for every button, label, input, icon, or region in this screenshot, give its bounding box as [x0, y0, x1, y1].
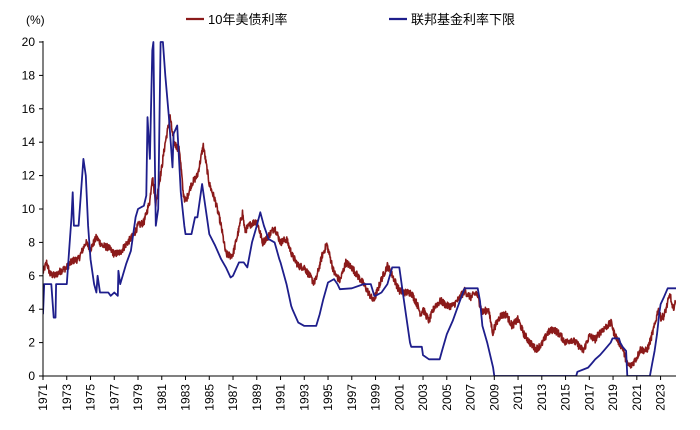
x-tick-label: 1983 [179, 384, 193, 411]
series-line-treasury-10y [43, 114, 676, 369]
y-tick-label: 16 [22, 102, 36, 116]
x-tick-label: 2003 [416, 384, 430, 411]
x-tick-label: 2023 [654, 384, 668, 411]
x-tick-label: 2021 [630, 384, 644, 411]
x-tick-label: 1989 [250, 384, 264, 411]
x-tick-label: 2005 [440, 384, 454, 411]
series-line-fed-funds-lower [43, 41, 676, 376]
x-axis: 1971 1973 1975 1977 1979 1981 1983 1985 1987 1989… [36, 376, 668, 411]
x-tick-label: 2001 [392, 384, 406, 411]
y-tick-label: 14 [22, 135, 36, 149]
x-tick-label: 2013 [535, 384, 549, 411]
x-tick-label: 1975 [84, 384, 98, 411]
x-tick-label: 1991 [274, 384, 288, 411]
y-tick-label: 2 [28, 336, 35, 350]
legend: 10年美债利率 联邦基金利率下限 [186, 12, 515, 27]
y-tick-label: 10 [22, 202, 36, 216]
legend-label-fed-funds: 联邦基金利率下限 [411, 12, 515, 27]
x-tick-label: 1971 [36, 384, 50, 411]
x-tick-label: 2017 [582, 384, 596, 411]
y-tick-label: 4 [28, 302, 35, 316]
y-tick-label: 6 [28, 269, 35, 283]
x-tick-label: 1995 [321, 384, 335, 411]
x-tick-label: 1993 [297, 384, 311, 411]
x-tick-label: 1997 [345, 384, 359, 411]
x-tick-label: 1973 [60, 384, 74, 411]
y-tick-label: 0 [28, 369, 35, 383]
y-tick-label: 12 [22, 169, 36, 183]
y-axis: 0 2 4 6 8 10 12 14 16 18 20 [22, 35, 43, 383]
x-tick-label: 1987 [226, 384, 240, 411]
x-tick-label: 2007 [464, 384, 478, 411]
series-layer [43, 41, 676, 376]
y-tick-label: 8 [28, 235, 35, 249]
x-tick-label: 2019 [606, 384, 620, 411]
x-tick-label: 1999 [369, 384, 383, 411]
x-tick-label: 1985 [202, 384, 216, 411]
y-tick-label: 18 [22, 68, 36, 82]
x-tick-label: 1977 [107, 384, 121, 411]
legend-label-treasury: 10年美债利率 [208, 12, 287, 27]
y-tick-label: 20 [22, 35, 36, 49]
y-axis-unit-label: (%) [26, 13, 45, 27]
x-tick-label: 2015 [559, 384, 573, 411]
x-tick-label: 1981 [155, 384, 169, 411]
x-tick-label: 1979 [131, 384, 145, 411]
x-tick-label: 2011 [511, 384, 525, 410]
x-tick-label: 2009 [487, 384, 501, 411]
